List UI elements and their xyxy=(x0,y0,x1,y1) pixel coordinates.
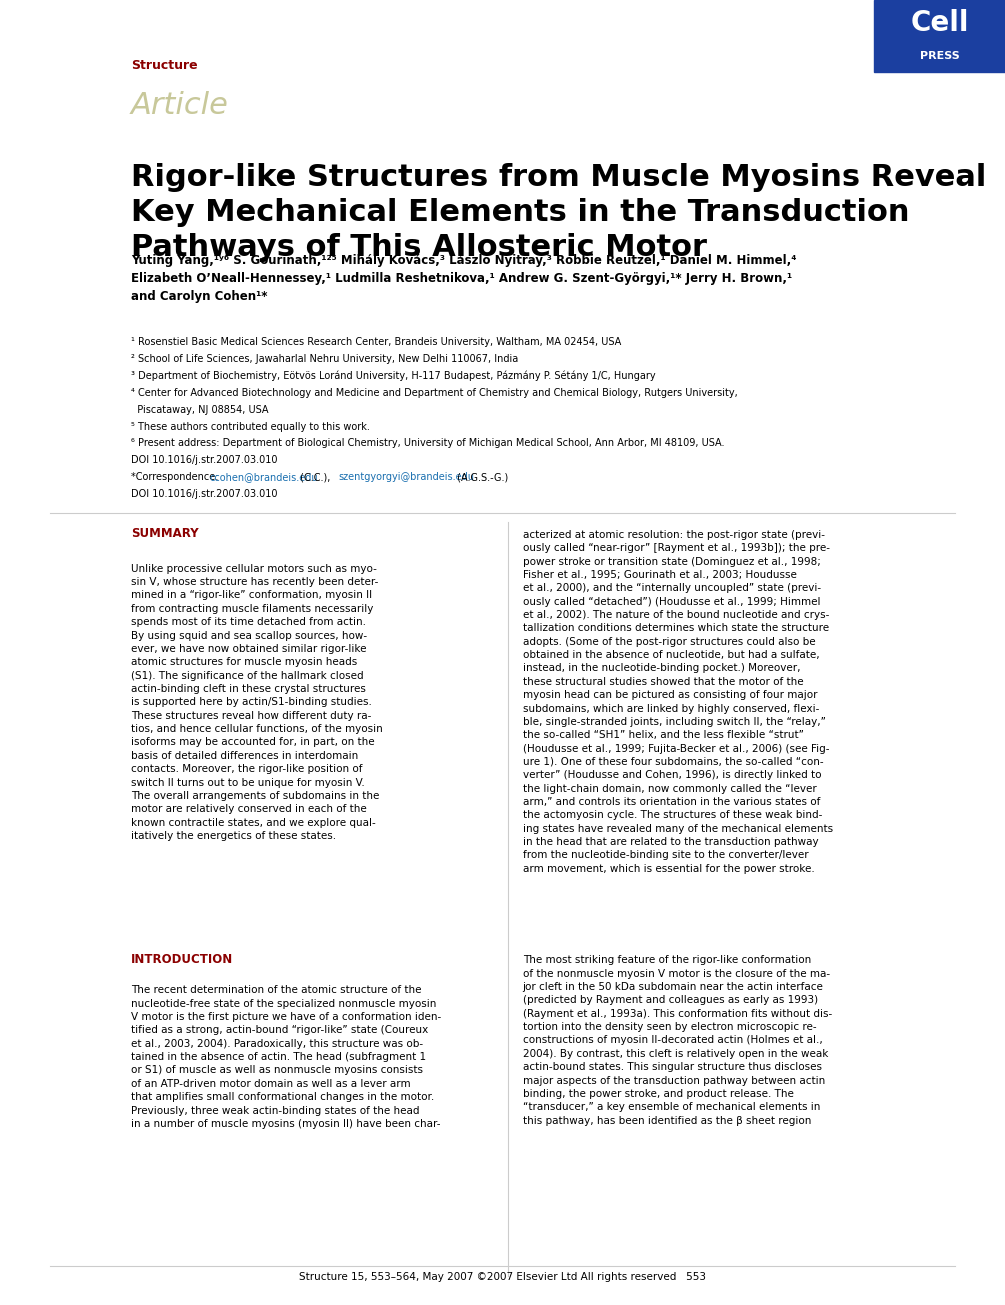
Text: Structure: Structure xyxy=(131,59,197,72)
Text: The most striking feature of the rigor-like conformation
of the nonmuscle myosin: The most striking feature of the rigor-l… xyxy=(523,955,832,1126)
Text: The recent determination of the atomic structure of the
nucleotide-free state of: The recent determination of the atomic s… xyxy=(131,985,441,1129)
Text: Structure 15, 553–564, May 2007 ©2007 Elsevier Ltd All rights reserved   553: Structure 15, 553–564, May 2007 ©2007 El… xyxy=(299,1271,706,1282)
Text: Piscataway, NJ 08854, USA: Piscataway, NJ 08854, USA xyxy=(131,405,268,415)
Text: ⁵ These authors contributed equally to this work.: ⁵ These authors contributed equally to t… xyxy=(131,422,370,432)
Text: SUMMARY: SUMMARY xyxy=(131,527,198,540)
Text: DOI 10.1016/j.str.2007.03.010: DOI 10.1016/j.str.2007.03.010 xyxy=(131,455,277,466)
Text: ccohen@brandeis.edu: ccohen@brandeis.edu xyxy=(209,472,318,483)
Text: Cell: Cell xyxy=(911,9,969,37)
Text: szentgyorgyi@brandeis.edu: szentgyorgyi@brandeis.edu xyxy=(339,472,474,483)
Text: Unlike processive cellular motors such as myo-
sin V, whose structure has recent: Unlike processive cellular motors such a… xyxy=(131,564,382,840)
Text: Rigor-like Structures from Muscle Myosins Reveal
Key Mechanical Elements in the : Rigor-like Structures from Muscle Myosin… xyxy=(131,163,986,261)
Text: Article: Article xyxy=(131,91,228,120)
Text: INTRODUCTION: INTRODUCTION xyxy=(131,953,233,966)
Text: (A.G.S.-G.): (A.G.S.-G.) xyxy=(454,472,509,483)
Text: (C.C.),: (C.C.), xyxy=(297,472,334,483)
Text: ³ Department of Biochemistry, Eötvös Loránd University, H-117 Budapest, Pázmány : ³ Department of Biochemistry, Eötvös Lor… xyxy=(131,371,655,381)
Text: ⁶ Present address: Department of Biological Chemistry, University of Michigan Me: ⁶ Present address: Department of Biologi… xyxy=(131,438,725,449)
Text: *Correspondence:: *Correspondence: xyxy=(131,472,221,483)
Text: acterized at atomic resolution: the post-rigor state (previ-
ously called “near-: acterized at atomic resolution: the post… xyxy=(523,530,833,874)
Text: DOI 10.1016/j.str.2007.03.010: DOI 10.1016/j.str.2007.03.010 xyxy=(131,489,277,500)
FancyBboxPatch shape xyxy=(874,0,1005,72)
Text: Yuting Yang,¹ʸ⁶ S. Gourinath,¹²⁵ Mihály Kovács,³ László Nyitray,³ Robbie Reutzel: Yuting Yang,¹ʸ⁶ S. Gourinath,¹²⁵ Mihály … xyxy=(131,254,796,304)
Text: PRESS: PRESS xyxy=(920,51,960,61)
Text: ⁴ Center for Advanced Biotechnology and Medicine and Department of Chemistry and: ⁴ Center for Advanced Biotechnology and … xyxy=(131,388,738,398)
Text: ² School of Life Sciences, Jawaharlal Nehru University, New Delhi 110067, India: ² School of Life Sciences, Jawaharlal Ne… xyxy=(131,354,518,364)
Text: ¹ Rosenstiel Basic Medical Sciences Research Center, Brandeis University, Waltha: ¹ Rosenstiel Basic Medical Sciences Rese… xyxy=(131,337,621,347)
